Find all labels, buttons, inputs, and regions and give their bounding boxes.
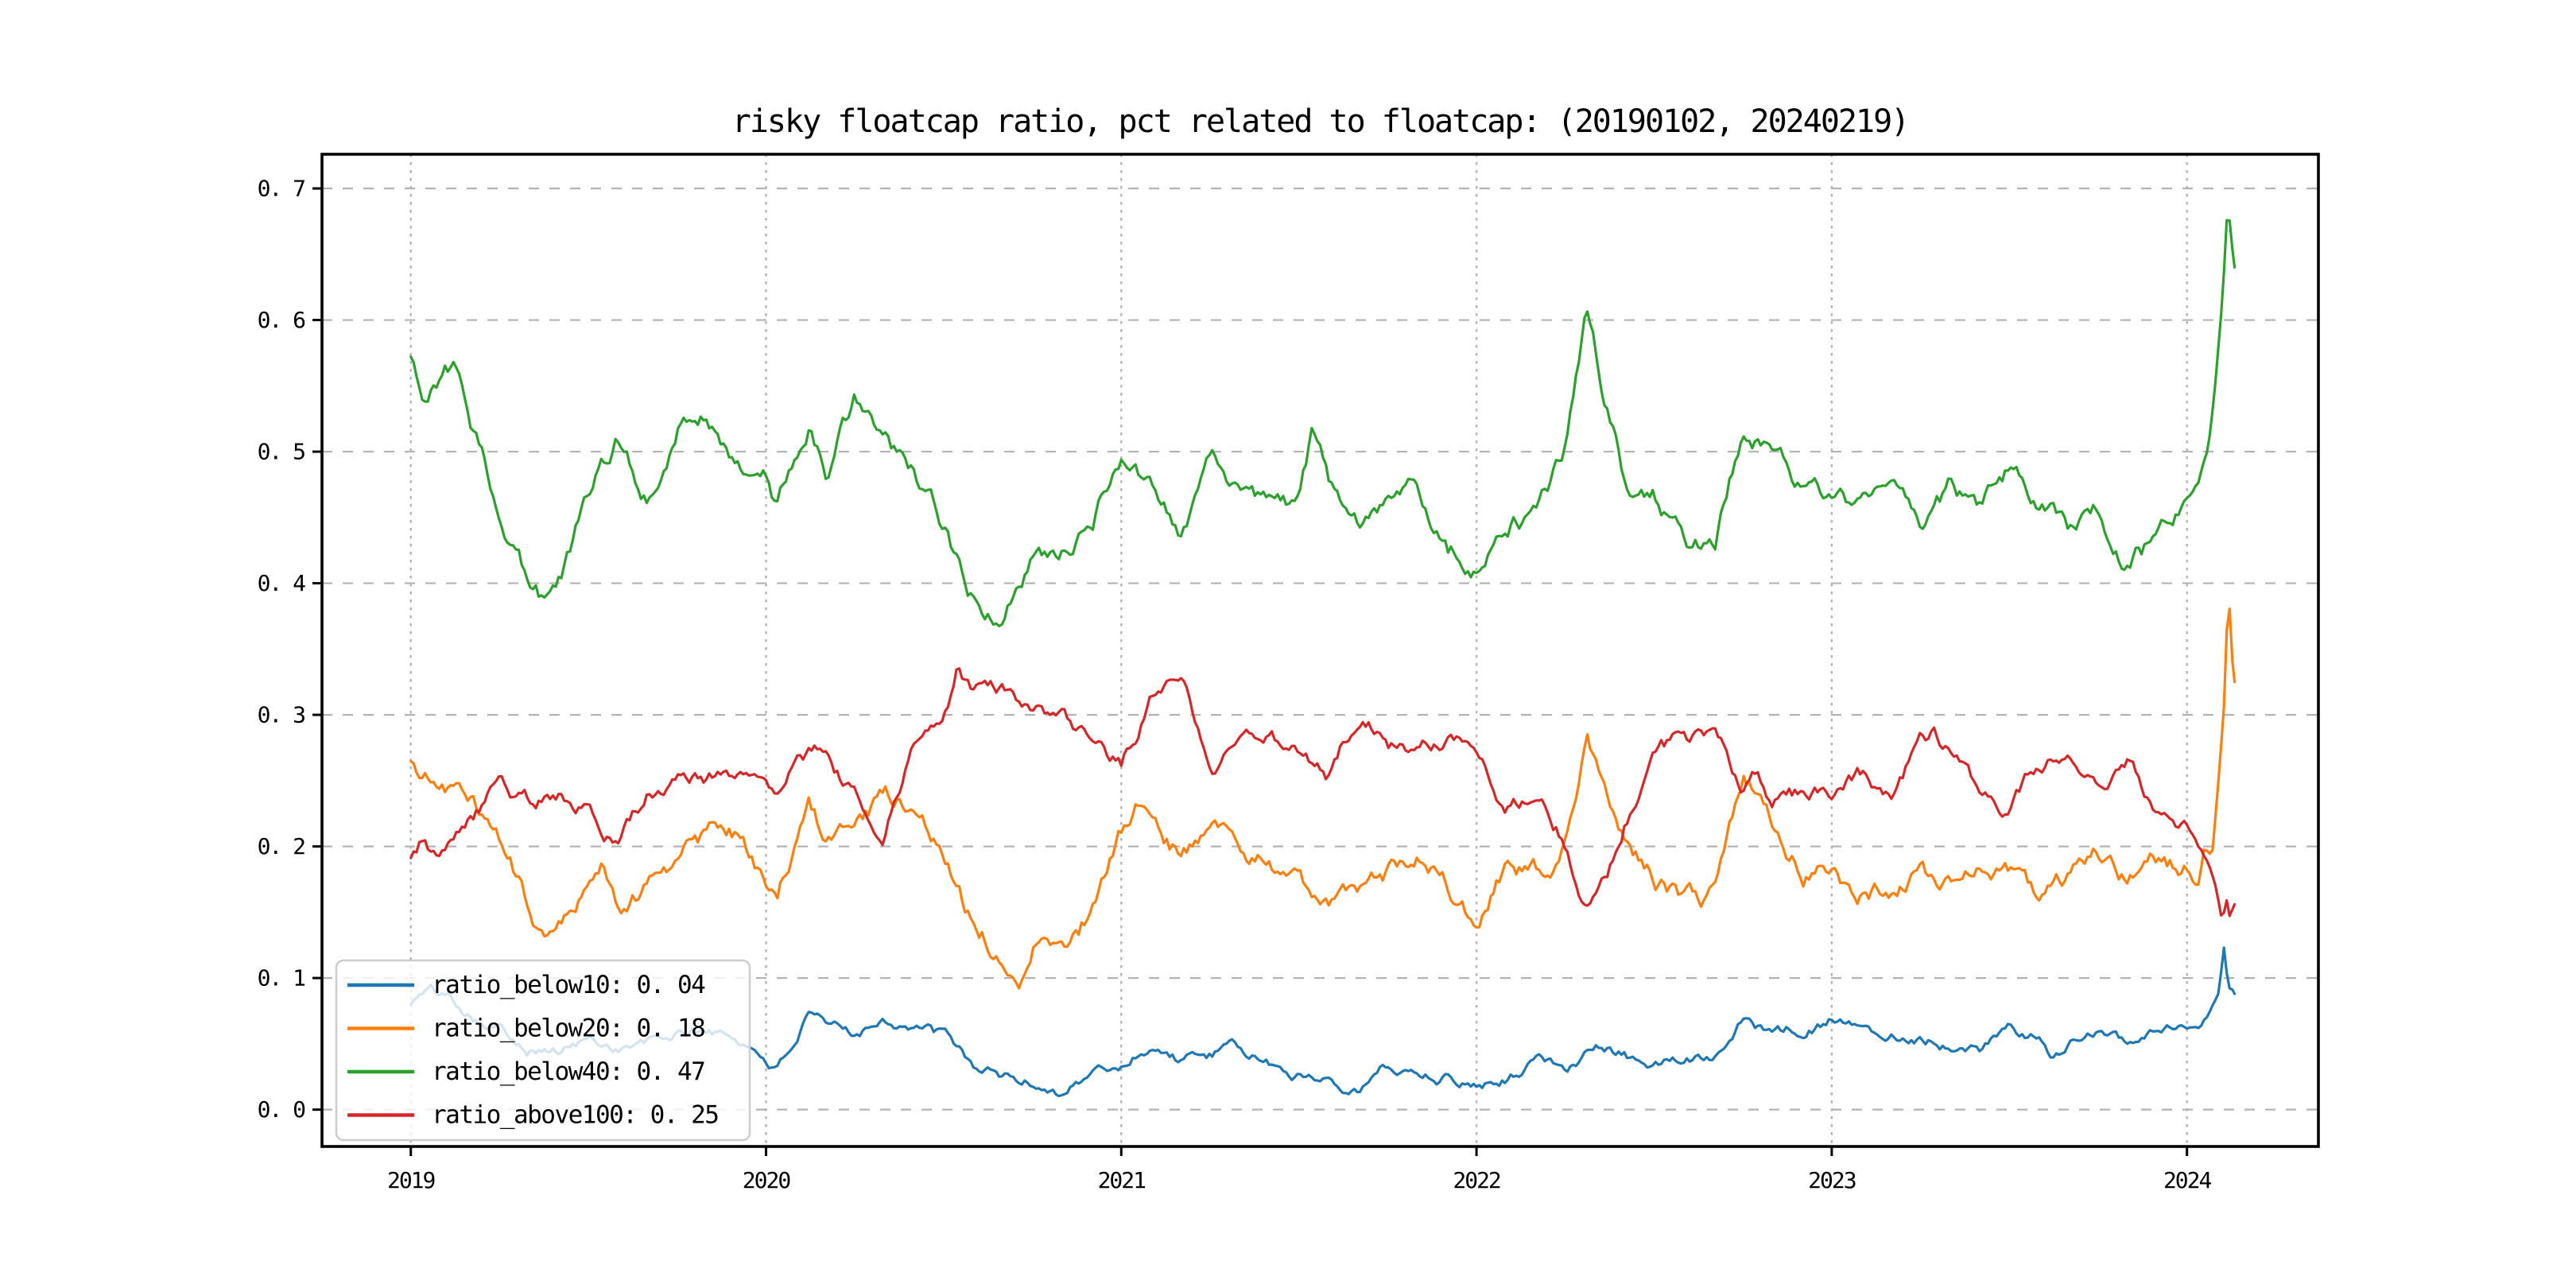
y-tick-label: 0. 1	[258, 965, 305, 991]
y-tick-label: 0. 2	[258, 833, 305, 859]
y-tick-label: 0. 5	[258, 439, 305, 465]
chart-title: risky floatcap ratio, pct related to flo…	[731, 103, 1911, 140]
series-line-ratio_below40	[409, 219, 2237, 627]
legend: ratio_below10: 0. 04 ratio_below20: 0. 18…	[335, 959, 751, 1142]
y-tick-label: 0. 4	[258, 570, 306, 596]
x-tick-label: 2024	[2163, 1167, 2212, 1193]
series-line-ratio_below20	[409, 607, 2237, 990]
x-tick-label: 2023	[1808, 1167, 1856, 1193]
legend-label-ratio_above100: ratio_above100: 0. 25	[432, 1101, 718, 1130]
legend-label-ratio_below40: ratio_below40: 0. 47	[432, 1057, 704, 1086]
x-tick-label: 2022	[1453, 1167, 1500, 1193]
axes-frame	[320, 153, 2320, 1148]
x-tick-label: 2020	[743, 1167, 791, 1193]
legend-label-ratio_below10: ratio_below10: 0. 04	[432, 971, 705, 999]
x-tick-label: 2019	[387, 1167, 435, 1193]
y-tick-label: 0. 3	[258, 702, 305, 728]
legend-label-ratio_below20: ratio_below20: 0. 18	[432, 1014, 704, 1043]
x-tick-label: 2021	[1098, 1167, 1146, 1193]
legend-box	[335, 959, 751, 1142]
y-tick-label: 0. 6	[258, 307, 306, 333]
y-tick-label: 0. 0	[258, 1096, 306, 1123]
series-line-ratio_above100	[409, 667, 2237, 918]
y-tick-label: 0. 7	[258, 176, 305, 202]
